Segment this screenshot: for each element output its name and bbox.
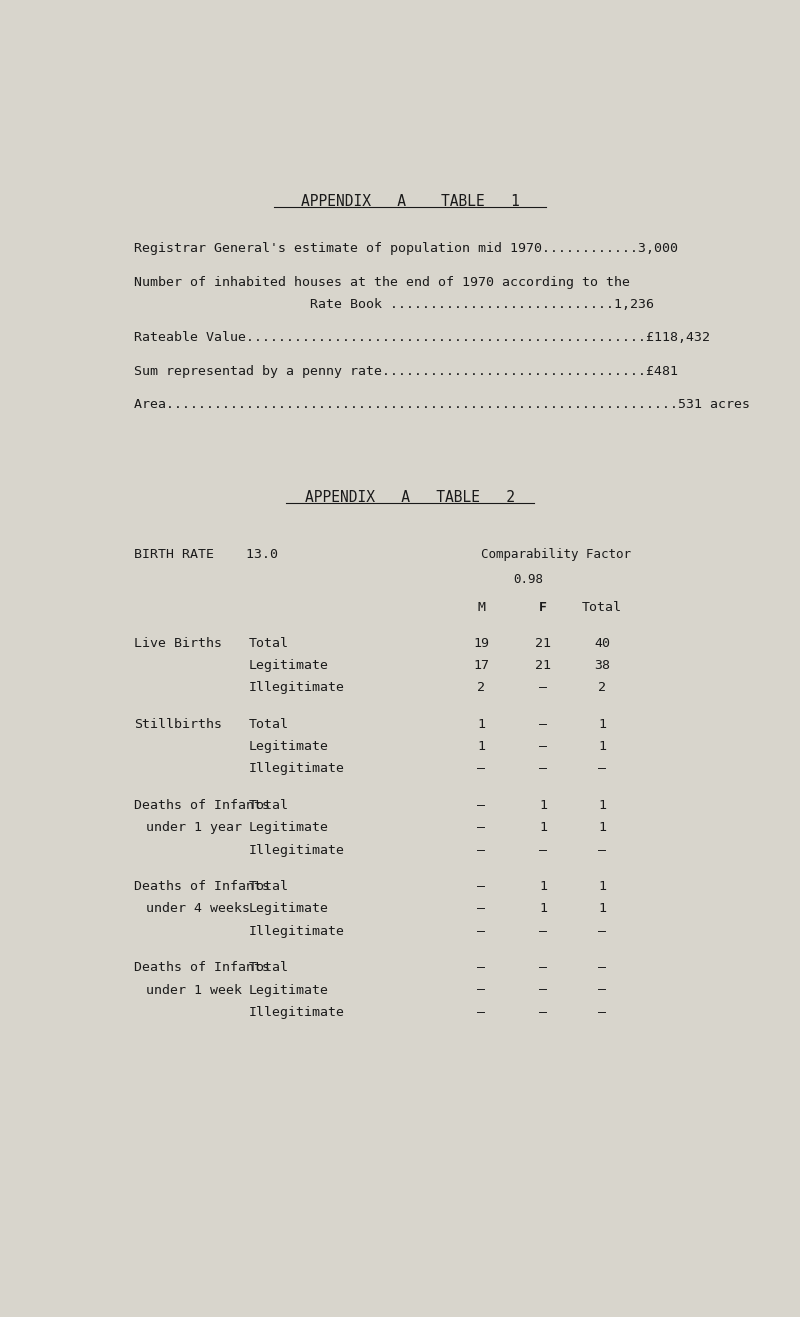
Text: 1: 1 [598,880,606,893]
Text: 1: 1 [598,822,606,834]
Text: —: — [539,1006,547,1019]
Text: 17: 17 [474,658,490,672]
Text: 19: 19 [474,636,490,649]
Text: —: — [598,763,606,776]
Text: —: — [539,718,547,731]
Text: 1: 1 [539,799,547,813]
Text: Total: Total [249,636,289,649]
Text: —: — [478,822,486,834]
Text: —: — [539,844,547,856]
Text: —: — [478,902,486,915]
Text: Comparability Factor: Comparability Factor [482,548,631,561]
Text: —: — [539,925,547,938]
Text: —: — [478,961,486,975]
Text: Illegitimate: Illegitimate [249,925,345,938]
Text: —: — [478,984,486,997]
Text: 1: 1 [598,799,606,813]
Text: 1: 1 [598,740,606,753]
Text: Legitimate: Legitimate [249,822,329,834]
Text: —: — [598,925,606,938]
Text: —: — [539,961,547,975]
Text: Total: Total [249,718,289,731]
Text: under 4 weeks: under 4 weeks [146,902,250,915]
Text: Deaths of Infants: Deaths of Infants [134,880,270,893]
Text: Illegitimate: Illegitimate [249,1006,345,1019]
Text: —: — [478,880,486,893]
Text: APPENDIX   A    TABLE   1: APPENDIX A TABLE 1 [301,194,519,208]
Text: Illegitimate: Illegitimate [249,844,345,856]
Text: 1: 1 [478,718,486,731]
Text: BIRTH RATE    13.0: BIRTH RATE 13.0 [134,548,278,561]
Text: Legitimate: Legitimate [249,984,329,997]
Text: Illegitimate: Illegitimate [249,681,345,694]
Text: —: — [478,763,486,776]
Text: M: M [478,601,486,614]
Text: —: — [598,984,606,997]
Text: 1: 1 [478,740,486,753]
Text: Rate Book ............................1,236: Rate Book ............................1,… [134,298,654,311]
Text: 1: 1 [598,902,606,915]
Text: 1: 1 [598,718,606,731]
Text: Total: Total [249,961,289,975]
Text: Rateable Value..................................................£118,432: Rateable Value..........................… [134,332,710,345]
Text: Deaths of Infants: Deaths of Infants [134,799,270,813]
Text: 1: 1 [539,822,547,834]
Text: 2: 2 [598,681,606,694]
Text: Total: Total [249,799,289,813]
Text: Deaths of Infants: Deaths of Infants [134,961,270,975]
Text: Registrar General's estimate of population mid 1970............3,000: Registrar General's estimate of populati… [134,242,678,255]
Text: 21: 21 [535,658,551,672]
Text: Legitimate: Legitimate [249,658,329,672]
Text: —: — [478,799,486,813]
Text: 2: 2 [478,681,486,694]
Text: Legitimate: Legitimate [249,902,329,915]
Text: Stillbirths: Stillbirths [134,718,222,731]
Text: —: — [598,961,606,975]
Text: —: — [539,763,547,776]
Text: —: — [478,844,486,856]
Text: Total: Total [249,880,289,893]
Text: under 1 week: under 1 week [146,984,242,997]
Text: —: — [598,844,606,856]
Text: Sum representad by a penny rate.................................£481: Sum representad by a penny rate.........… [134,365,678,378]
Text: 40: 40 [594,636,610,649]
Text: —: — [478,1006,486,1019]
Text: under 1 year: under 1 year [146,822,242,834]
Text: 1: 1 [539,880,547,893]
Text: —: — [539,681,547,694]
Text: Illegitimate: Illegitimate [249,763,345,776]
Text: 1: 1 [539,902,547,915]
Text: 21: 21 [535,636,551,649]
Text: 0.98: 0.98 [513,573,542,586]
Text: Legitimate: Legitimate [249,740,329,753]
Text: Live Births: Live Births [134,636,222,649]
Text: APPENDIX   A   TABLE   2: APPENDIX A TABLE 2 [305,490,515,504]
Text: —: — [598,1006,606,1019]
Text: Total: Total [582,601,622,614]
Text: —: — [539,740,547,753]
Text: Area................................................................531 acres: Area....................................… [134,398,750,411]
Text: 38: 38 [594,658,610,672]
Text: F: F [539,601,547,614]
Text: Number of inhabited houses at the end of 1970 according to the: Number of inhabited houses at the end of… [134,275,630,288]
Text: —: — [539,984,547,997]
Text: —: — [478,925,486,938]
